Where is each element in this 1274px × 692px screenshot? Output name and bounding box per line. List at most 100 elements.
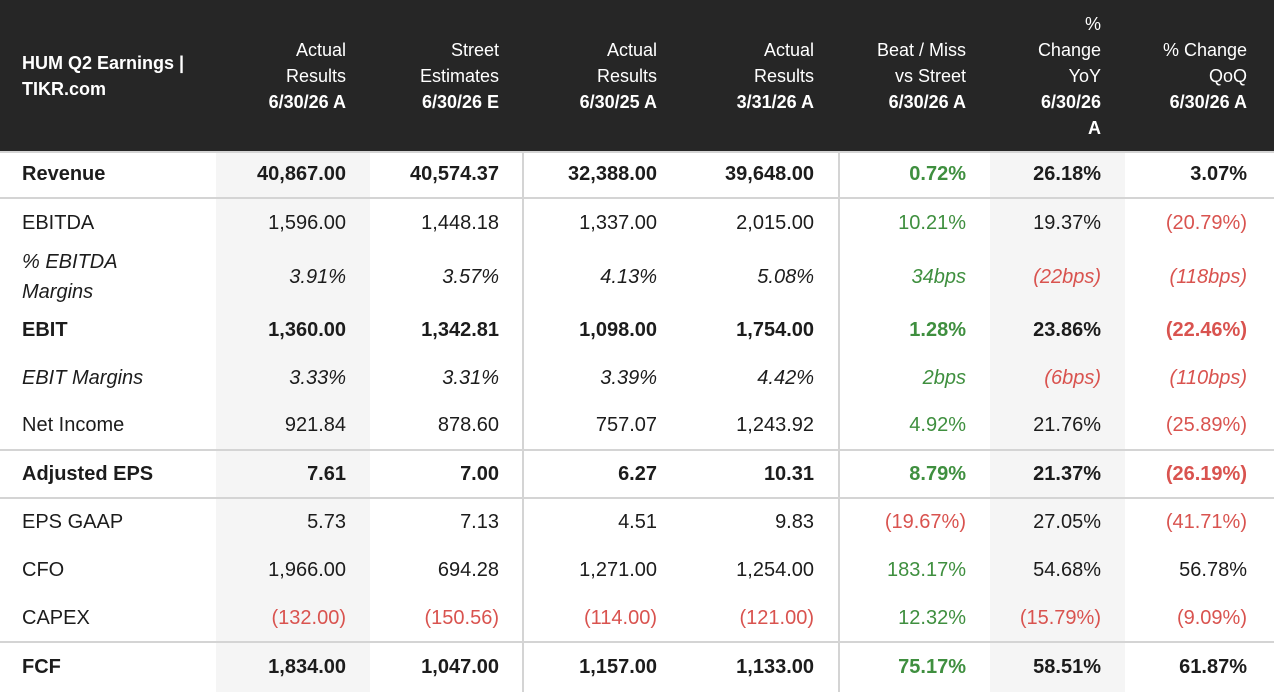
table-cell: 10.21% xyxy=(898,211,966,234)
table-title-line: HUM Q2 Earnings | xyxy=(22,52,185,73)
column-header-label: Results xyxy=(285,65,346,86)
table-cell: 39,648.00 xyxy=(725,162,814,185)
column-header-label: YoY xyxy=(1068,65,1101,86)
table-cell: 61.87% xyxy=(1179,655,1247,678)
table-cell: 2,015.00 xyxy=(736,211,814,234)
column-header[interactable]: Actual Results 6/30/26 A xyxy=(206,0,346,151)
table-row: EPS GAAP 5.73 7.13 4.51 9.83 (19.67%) 27.05% (4… xyxy=(0,498,1274,546)
table-cell: 1,834.00 xyxy=(268,655,346,678)
table-cell: 1,047.00 xyxy=(421,655,499,678)
column-header-date: 3/31/26 A xyxy=(736,91,814,112)
table-cell: (150.56) xyxy=(424,606,500,629)
column-header-label: Actual xyxy=(606,39,657,60)
row-label: % EBITDA Margins xyxy=(22,251,117,303)
table-cell: 1.28% xyxy=(909,318,966,341)
column-header-label: Actual xyxy=(295,39,346,60)
column-header[interactable]: Beat / Miss vs Street 6/30/26 A xyxy=(826,0,966,151)
row-label: FCF xyxy=(22,656,61,678)
table-cell: 4.42% xyxy=(757,366,814,389)
table-cell: 21.76% xyxy=(1033,413,1101,436)
table-cell: (19.67%) xyxy=(884,510,966,533)
table-cell: 3.33% xyxy=(289,366,346,389)
table-cell: 694.28 xyxy=(437,558,499,581)
table-cell: 6.27 xyxy=(618,462,657,485)
table-cell: 1,448.18 xyxy=(421,211,499,234)
table-cell: 56.78% xyxy=(1179,558,1247,581)
table-cell: 8.79% xyxy=(909,462,966,485)
table-row: EBIT Margins 3.33% 3.31% 3.39% 4.42% 2bps (6bp… xyxy=(0,354,1274,402)
row-divider xyxy=(0,641,1274,643)
table-title: HUM Q2 Earnings | TIKR.com xyxy=(22,0,222,151)
column-header-label: % xyxy=(1084,13,1101,34)
table-cell: 32,388.00 xyxy=(568,162,657,185)
table-cell: 921.84 xyxy=(284,413,346,436)
column-header-date: 6/30/25 A xyxy=(579,91,657,112)
table-header: HUM Q2 Earnings | TIKR.com Actual Results 6/… xyxy=(0,0,1274,151)
table-cell: 34bps xyxy=(911,265,967,288)
table-cell: 21.37% xyxy=(1033,462,1101,485)
table-cell: 1,966.00 xyxy=(268,558,346,581)
row-divider xyxy=(0,197,1274,199)
row-label: EBITDA xyxy=(22,212,95,234)
column-header-label: Change xyxy=(1037,39,1101,60)
column-header[interactable]: Actual Results 6/30/25 A xyxy=(517,0,657,151)
table-cell: 1,754.00 xyxy=(736,318,814,341)
table-cell: 10.31 xyxy=(763,462,814,485)
table-cell: 1,596.00 xyxy=(268,211,346,234)
table-cell: 4.51 xyxy=(618,510,657,533)
table-cell: (25.89%) xyxy=(1165,413,1247,436)
column-header-label: Results xyxy=(596,65,657,86)
table-cell: 19.37% xyxy=(1033,211,1101,234)
row-divider xyxy=(0,497,1274,499)
table-cell: 4.13% xyxy=(600,265,657,288)
table-cell: 3.57% xyxy=(442,265,499,288)
column-header[interactable]: % Change YoY 6/30/26 A xyxy=(961,0,1101,151)
column-header[interactable]: % Change QoQ 6/30/26 A xyxy=(1107,0,1247,151)
column-header-date: 6/30/26 A xyxy=(1169,91,1247,112)
table-cell: 1,133.00 xyxy=(736,655,814,678)
row-label: CAPEX xyxy=(22,607,90,629)
table-title-line: TIKR.com xyxy=(22,78,107,99)
table-cell: 54.68% xyxy=(1033,558,1101,581)
table-cell: 1,360.00 xyxy=(268,318,346,341)
table-cell: 1,271.00 xyxy=(579,558,657,581)
table-cell: 12.32% xyxy=(898,606,966,629)
row-label: CFO xyxy=(22,559,65,581)
table-cell: 757.07 xyxy=(595,413,657,436)
table-cell: 183.17% xyxy=(887,558,966,581)
table-row: CAPEX (132.00) (150.56) (114.00) (121.00) 12.… xyxy=(0,594,1274,642)
table-cell: 1,254.00 xyxy=(736,558,814,581)
table-cell: 1,098.00 xyxy=(579,318,657,341)
table-cell: 7.61 xyxy=(307,462,346,485)
table-cell: (118bps) xyxy=(1169,265,1247,288)
column-header-label: Results xyxy=(753,65,814,86)
row-label: EBIT xyxy=(22,319,68,341)
table-cell: 23.86% xyxy=(1033,318,1101,341)
row-label: EBIT Margins xyxy=(22,367,144,389)
row-label: Net Income xyxy=(22,414,125,436)
column-header[interactable]: Street Estimates 6/30/26 E xyxy=(359,0,499,151)
table-cell: 2bps xyxy=(922,366,966,389)
table-cell: 1,157.00 xyxy=(579,655,657,678)
column-header-label: Actual xyxy=(763,39,814,60)
column-header-label: Beat / Miss xyxy=(876,39,966,60)
table-cell: 3.39% xyxy=(600,366,657,389)
table-cell: 7.13 xyxy=(460,510,499,533)
table-cell: 27.05% xyxy=(1033,510,1101,533)
table-cell: (26.19%) xyxy=(1165,462,1247,485)
table-cell: 26.18% xyxy=(1033,162,1101,185)
column-header-date: 6/30/26 A xyxy=(888,91,966,112)
column-header-date: 6/30/26 xyxy=(1040,91,1101,112)
table-cell: (15.79%) xyxy=(1019,606,1101,629)
table-cell: 75.17% xyxy=(898,655,966,678)
table-cell: (20.79%) xyxy=(1165,211,1247,234)
column-shading xyxy=(990,151,1125,692)
column-header[interactable]: Actual Results 3/31/26 A xyxy=(674,0,814,151)
table-cell: 4.92% xyxy=(909,413,966,436)
column-header-label: % Change xyxy=(1162,39,1247,60)
table-cell: 1,342.81 xyxy=(421,318,499,341)
column-header-label: vs Street xyxy=(894,65,966,86)
column-header-label: Estimates xyxy=(419,65,499,86)
table-cell: 0.72% xyxy=(909,162,966,185)
